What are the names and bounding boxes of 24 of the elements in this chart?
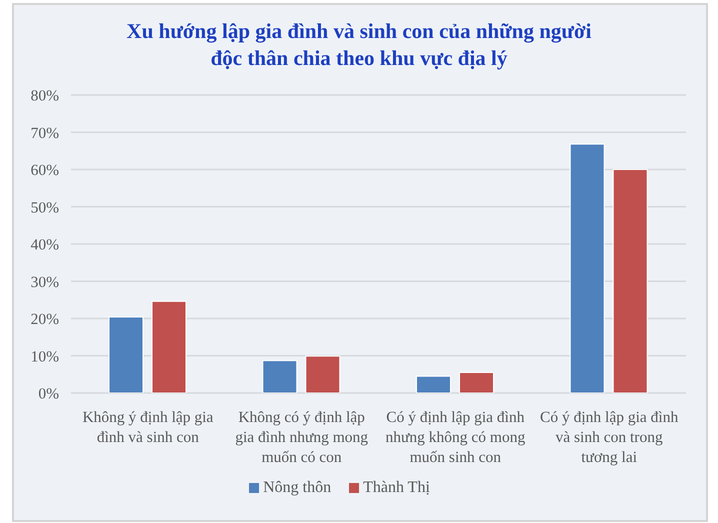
bar — [612, 169, 648, 393]
x-tick-label: Có ý định lập gia đình nhưng không có mong muốn sinh con — [386, 409, 526, 466]
bar — [570, 144, 605, 393]
legend-label: Nông thôn — [263, 479, 332, 496]
y-tick-label: 0% — [38, 386, 60, 403]
bar — [459, 372, 494, 393]
y-tick-label: 70% — [30, 124, 60, 142]
y-tick-label: 30% — [30, 274, 60, 291]
y-tick-label: 20% — [30, 311, 60, 328]
x-tick-label: Có ý định lập gia đình và sinh con trong tương lai — [540, 409, 678, 466]
y-tick-label: 40% — [30, 236, 60, 254]
bar — [416, 376, 451, 393]
x-tick-label: Không ý định lập gia đình và sinh con — [82, 409, 214, 446]
bar — [305, 356, 340, 393]
bar — [262, 360, 298, 393]
bar — [108, 316, 144, 393]
bar — [152, 300, 186, 393]
y-tick-label: 10% — [30, 348, 60, 366]
x-tick-label: Không có ý định lập gia đình nhưng mong muốn có con — [235, 409, 368, 466]
y-tick-label: 50% — [30, 199, 60, 216]
legend-label: Thành Thị — [363, 479, 430, 496]
y-tick-label: 80% — [30, 88, 60, 105]
chart-title: Xu hướng lập gia đình và sinh con của những người độc thân chia theo khu vực địa lý — [126, 18, 592, 72]
y-tick-label: 60% — [30, 162, 60, 180]
